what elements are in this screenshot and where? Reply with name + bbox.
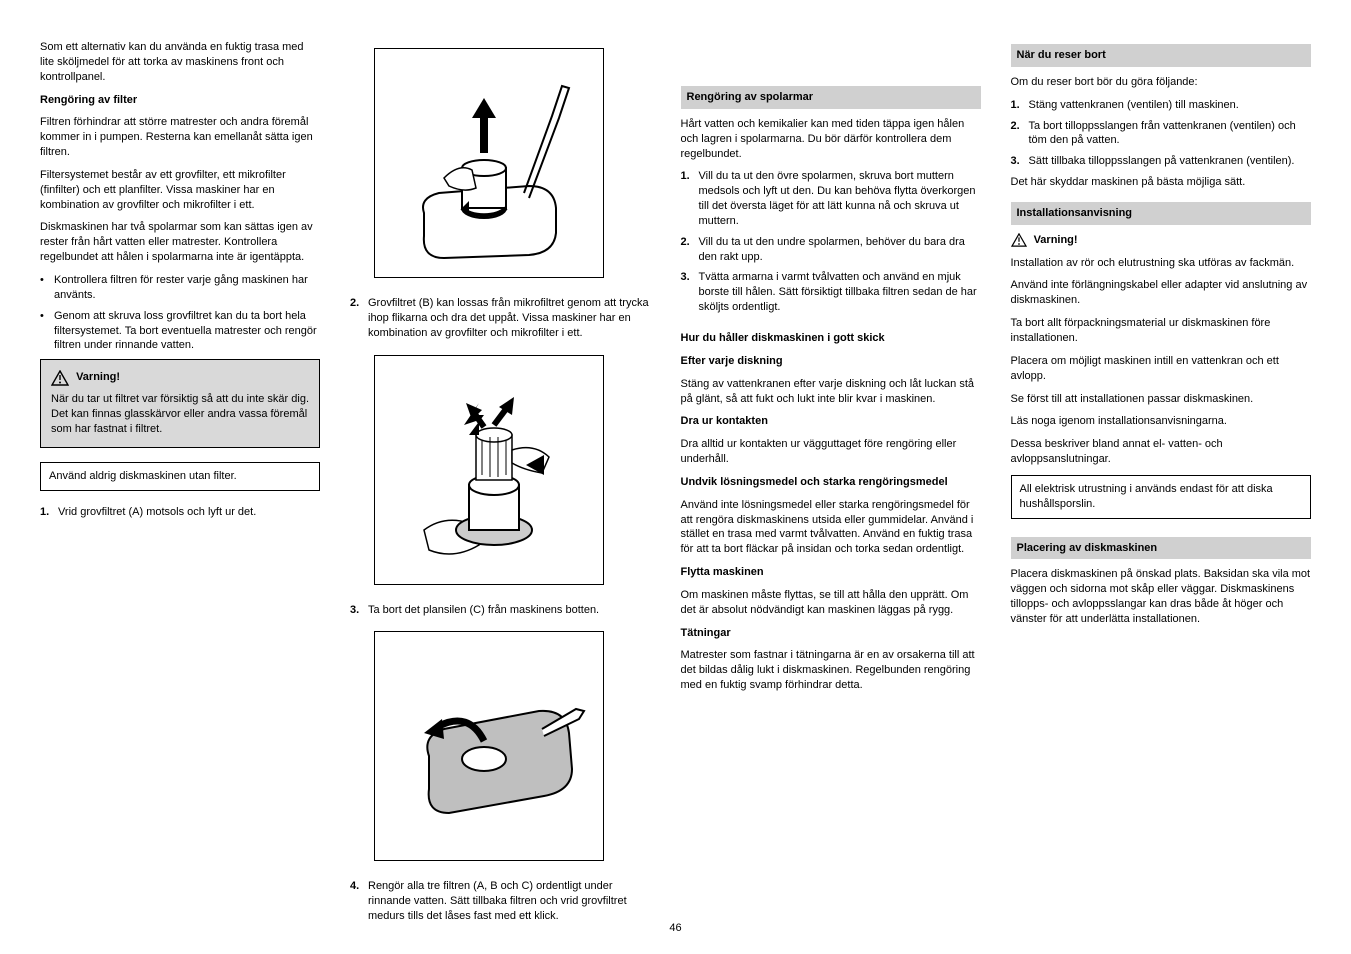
step-number: 1.	[40, 505, 58, 520]
page-number: 46	[669, 921, 681, 936]
sub-subheading: Efter varje diskning	[681, 355, 783, 367]
step-text: Sätt tillbaka tilloppsslangen på vattenk…	[1029, 154, 1312, 169]
step-row: 1. Stäng vattenkranen (ventilen) till ma…	[1011, 98, 1312, 113]
step-row: 2. Vill du ta ut den undre spolarmen, be…	[681, 235, 981, 265]
paragraph: Filtersystemet består av ett grovfilter,…	[40, 168, 320, 213]
paragraph: Använd inte lösningsmedel eller starka r…	[681, 498, 981, 557]
paragraph: Placera diskmaskinen på önskad plats. Ba…	[1011, 567, 1312, 626]
step-row: 2. Ta bort tilloppsslangen från vattenkr…	[1011, 119, 1312, 149]
bullet-list: • Kontrollera filtren för rester varje g…	[40, 273, 320, 359]
note-box: Använd aldrig diskmaskinen utan filter.	[40, 462, 320, 491]
paragraph: Matrester som fastnar i tätningarna är e…	[681, 648, 981, 693]
warning-box: Varning! När du tar ut filtret var försi…	[40, 359, 320, 448]
step-row: 3. Ta bort det plansilen (C) från maskin…	[350, 603, 651, 618]
step-number: 2.	[1011, 119, 1029, 149]
warning-title: Varning!	[76, 371, 120, 383]
step-text: Grovfiltret (B) kan lossas från mikrofil…	[368, 296, 651, 341]
warning-title-inline: Varning!	[1034, 234, 1078, 246]
warning-icon	[1011, 233, 1027, 247]
step-text: Ta bort tilloppsslangen från vattenkrane…	[1029, 119, 1312, 149]
paragraph: Diskmaskinen har två spolarmar som kan s…	[40, 220, 320, 265]
step-text: Vill du ta ut den undre spolarmen, behöv…	[699, 235, 981, 265]
step-row: 4. Rengör alla tre filtren (A, B och C) …	[350, 879, 651, 924]
bullet-mark: •	[40, 273, 54, 303]
step-text: Vrid grovfiltret (A) motsols och lyft ur…	[58, 505, 320, 520]
paragraph: Placera om möjligt maskinen intill en va…	[1011, 354, 1312, 384]
paragraph: Använd inte förlängningskabel eller adap…	[1011, 278, 1312, 308]
step-text: Vill du ta ut den övre spolarmen, skruva…	[699, 169, 981, 228]
intro-paragraph: Som ett alternativ kan du använda en fuk…	[40, 40, 320, 85]
column-1: Som ett alternativ kan du använda en fuk…	[40, 40, 320, 930]
paragraph: Ta bort allt förpackningsmaterial ur dis…	[1011, 316, 1312, 346]
warning-body: När du tar ut filtret var försiktig så a…	[51, 392, 309, 437]
step-number: 3.	[681, 270, 699, 315]
column-3: Rengöring av spolarmar Hårt vatten och k…	[681, 40, 981, 930]
step-text: Rengör alla tre filtren (A, B och C) ord…	[368, 879, 651, 924]
step-row: 2. Grovfiltret (B) kan lossas från mikro…	[350, 296, 651, 341]
step-number: 2.	[350, 296, 368, 341]
bullet-mark: •	[40, 309, 54, 354]
step-row: 3. Sätt tillbaka tilloppsslangen på vatt…	[1011, 154, 1312, 169]
paragraph: Läs noga igenom installationsanvisningar…	[1011, 414, 1312, 429]
warning-icon	[51, 370, 69, 386]
sub-subheading: Dra ur kontakten	[681, 415, 768, 427]
note-box: All elektrisk utrustning i används endas…	[1011, 475, 1312, 519]
paragraph: Stäng av vattenkranen efter varje diskni…	[681, 377, 981, 407]
sub-subheading: Undvik lösningsmedel och starka rengörin…	[681, 476, 948, 488]
warning-body-inline: Installation av rör och elutrustning ska…	[1011, 256, 1312, 271]
step-row: 3. Tvätta armarna i varmt tvålvatten och…	[681, 270, 981, 315]
paragraph: Dra alltid ur kontakten ur vägguttaget f…	[681, 437, 981, 467]
sub-subheading: Flytta maskinen	[681, 566, 764, 578]
bullet-text: Kontrollera filtren för rester varje gån…	[54, 273, 320, 303]
step-number: 1.	[1011, 98, 1029, 113]
column-2: 2. Grovfiltret (B) kan lossas från mikro…	[350, 40, 651, 930]
step-number: 2.	[681, 235, 699, 265]
section-heading-placement: Placering av diskmaskinen	[1011, 537, 1312, 560]
step-number: 3.	[1011, 154, 1029, 169]
sub-subheading: Tätningar	[681, 627, 731, 639]
paragraph: Om maskinen måste flyttas, se till att h…	[681, 588, 981, 618]
paragraph: Hårt vatten och kemikalier kan med tiden…	[681, 117, 981, 162]
paragraph: Dessa beskriver bland annat el- vatten- …	[1011, 437, 1312, 467]
column-4: När du reser bort Om du reser bort bör d…	[1011, 40, 1312, 930]
section-heading-spray-arms: Rengöring av spolarmar	[681, 86, 981, 109]
paragraph: Filtren förhindrar att större matrester …	[40, 115, 320, 160]
subheading-maintain: Hur du håller diskmaskinen i gott skick	[681, 332, 885, 344]
figure-flat-filter	[374, 631, 604, 861]
step-row: 1. Vrid grovfiltret (A) motsols och lyft…	[40, 505, 320, 520]
step-text: Stäng vattenkranen (ventilen) till maski…	[1029, 98, 1312, 113]
step-number: 1.	[681, 169, 699, 228]
paragraph: Se först till att installationen passar …	[1011, 392, 1312, 407]
figure-filter-separate	[374, 355, 604, 585]
step-text: Ta bort det plansilen (C) från maskinens…	[368, 603, 651, 618]
paragraph: Om du reser bort bör du göra följande:	[1011, 75, 1312, 90]
subheading-filter-clean: Rengöring av filter	[40, 94, 137, 106]
section-heading-install: Installationsanvisning	[1011, 202, 1312, 225]
section-heading-travel: När du reser bort	[1011, 44, 1312, 67]
step-text: Tvätta armarna i varmt tvålvatten och an…	[699, 270, 981, 315]
bullet-text: Genom att skruva loss grovfiltret kan du…	[54, 309, 320, 354]
step-row: 1. Vill du ta ut den övre spolarmen, skr…	[681, 169, 981, 228]
figure-filter-remove	[374, 48, 604, 278]
paragraph: Det här skyddar maskinen på bästa möjlig…	[1011, 175, 1312, 190]
step-number: 4.	[350, 879, 368, 924]
step-number: 3.	[350, 603, 368, 618]
